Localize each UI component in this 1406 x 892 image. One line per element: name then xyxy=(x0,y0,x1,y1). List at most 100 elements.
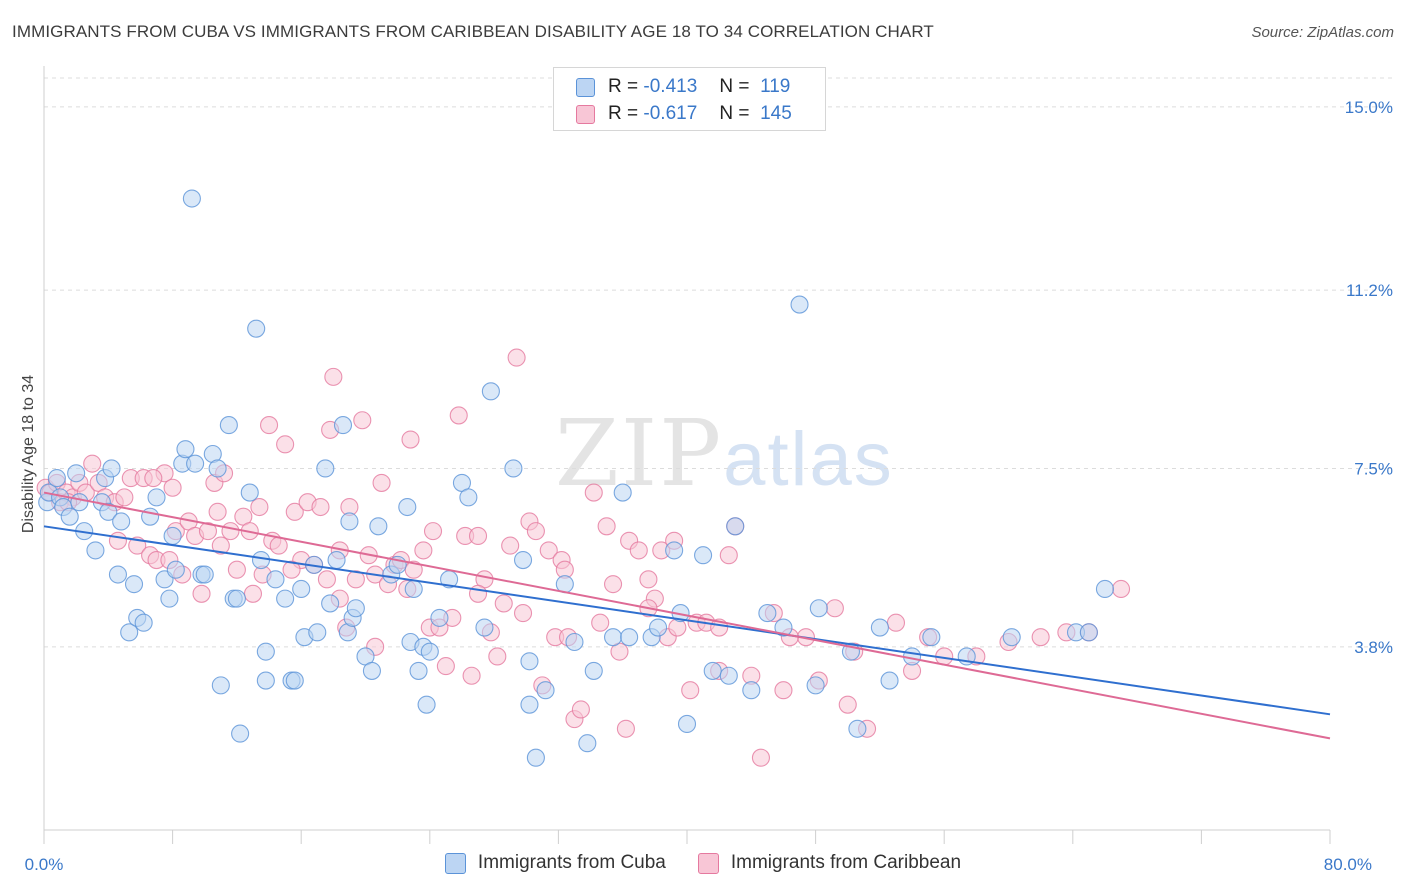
point-cuba xyxy=(565,632,584,652)
point-cuba xyxy=(251,551,271,570)
point-cuba xyxy=(316,459,335,478)
point-cuba xyxy=(694,546,713,565)
point-cuba xyxy=(67,464,86,483)
point-caribbean xyxy=(324,367,343,386)
point-caribbean xyxy=(604,575,623,594)
watermark: ZIPatlas xyxy=(555,400,894,507)
point-cuba xyxy=(481,382,500,401)
point-cuba xyxy=(1079,623,1098,642)
watermark-zip: ZIP xyxy=(555,400,724,507)
point-caribbean xyxy=(311,497,330,517)
point-caribbean xyxy=(494,594,513,613)
point-caribbean xyxy=(838,695,857,714)
point-cuba xyxy=(163,526,182,545)
point-cuba xyxy=(219,416,238,435)
legend-n-value: 145 xyxy=(760,103,792,124)
point-cuba xyxy=(774,618,793,637)
point-cuba xyxy=(256,642,275,661)
point-cuba xyxy=(208,459,227,478)
point-caribbean xyxy=(192,584,211,603)
point-caribbean xyxy=(208,502,227,521)
point-cuba xyxy=(703,661,722,680)
point-cuba xyxy=(102,459,121,478)
point-caribbean xyxy=(462,666,481,685)
point-cuba xyxy=(726,517,745,536)
legend-row-caribbean: R = -0.617 N = 145 xyxy=(576,102,792,126)
point-cuba xyxy=(60,507,79,526)
point-caribbean xyxy=(501,536,520,555)
legend-swatch-caribbean xyxy=(576,104,595,124)
point-cuba xyxy=(719,666,738,685)
point-caribbean xyxy=(269,536,288,555)
point-cuba xyxy=(742,681,761,700)
point-caribbean xyxy=(825,599,844,618)
point-caribbean xyxy=(372,473,391,492)
point-cuba xyxy=(147,488,166,507)
y-tick-label: 15.0% xyxy=(1345,98,1393,117)
legend-row-cuba: R = -0.413 N = 119 xyxy=(576,75,790,99)
point-cuba xyxy=(362,661,381,680)
point-caribbean xyxy=(198,522,218,541)
point-cuba xyxy=(409,661,428,680)
point-caribbean xyxy=(539,541,558,560)
x-tick-label: 80.0% xyxy=(1324,855,1372,874)
point-cuba xyxy=(308,623,327,642)
point-cuba xyxy=(134,613,153,632)
point-cuba xyxy=(231,724,250,743)
point-cuba xyxy=(70,493,89,512)
point-cuba xyxy=(166,560,185,579)
source-label: Source: ZipAtlas.com xyxy=(1251,24,1394,41)
point-cuba xyxy=(848,719,867,738)
point-caribbean xyxy=(282,560,301,579)
point-cuba xyxy=(649,618,668,637)
point-cuba xyxy=(47,469,66,488)
point-cuba xyxy=(758,604,777,623)
y-tick-label: 7.5% xyxy=(1354,459,1393,478)
point-caribbean xyxy=(526,522,545,541)
point-caribbean xyxy=(584,483,603,502)
point-cuba xyxy=(211,676,230,695)
chart-title: IMMIGRANTS FROM CUBA VS IMMIGRANTS FROM … xyxy=(12,22,934,41)
point-cuba xyxy=(880,671,899,690)
point-cuba xyxy=(398,497,417,517)
point-caribbean xyxy=(591,613,610,632)
point-caribbean xyxy=(1111,579,1131,599)
point-cuba xyxy=(266,570,285,589)
trend-line-cuba xyxy=(43,525,1331,716)
point-caribbean xyxy=(629,541,648,560)
point-caribbean xyxy=(886,613,906,632)
point-cuba xyxy=(809,599,828,618)
trend-line-caribbean xyxy=(43,491,1331,740)
point-cuba xyxy=(176,440,195,459)
point-cuba xyxy=(285,671,304,690)
legend-r-value: -0.413 xyxy=(643,76,698,97)
legend-item-cuba[interactable]: Immigrants from Cuba xyxy=(444,852,666,874)
point-cuba xyxy=(112,512,131,531)
point-cuba xyxy=(292,579,311,599)
legend-item-caribbean[interactable]: Immigrants from Caribbean xyxy=(697,852,961,874)
correlation-legend: R = -0.413 N = 119 R = -0.617 N = 145 xyxy=(553,67,826,131)
point-cuba xyxy=(459,488,478,507)
point-caribbean xyxy=(681,681,700,700)
point-caribbean xyxy=(468,526,488,545)
point-cuba xyxy=(321,594,340,613)
point-caribbean xyxy=(414,541,433,560)
point-cuba xyxy=(417,695,436,714)
point-cuba xyxy=(120,623,139,642)
point-caribbean xyxy=(243,584,263,603)
point-cuba xyxy=(870,618,889,637)
point-caribbean xyxy=(276,435,295,454)
x-tick-label: 0.0% xyxy=(25,855,64,874)
point-caribbean xyxy=(227,560,246,579)
point-cuba xyxy=(369,517,388,536)
point-cuba xyxy=(276,589,295,608)
point-caribbean xyxy=(571,700,590,719)
point-cuba xyxy=(404,579,423,599)
legend-label-cuba: Immigrants from Cuba xyxy=(477,852,666,873)
point-caribbean xyxy=(317,570,336,589)
legend-r-label: R = xyxy=(608,103,639,124)
legend-n-label: N = xyxy=(719,103,750,124)
legend-swatch-cuba xyxy=(576,77,595,97)
point-caribbean xyxy=(616,719,635,738)
point-caribbean xyxy=(507,348,526,367)
